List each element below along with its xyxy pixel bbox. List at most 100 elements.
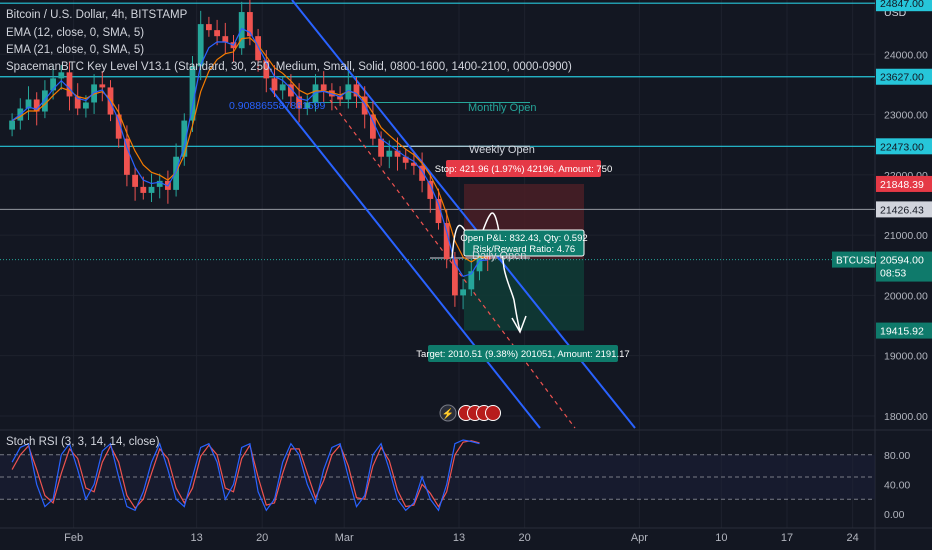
ema-lines: [11, 27, 488, 278]
open-line-label: Monthly Open: [468, 102, 536, 114]
candle: [181, 120, 188, 157]
candle: [435, 198, 442, 224]
candle: [394, 150, 401, 157]
candle: [74, 96, 81, 109]
candle: [132, 174, 138, 187]
lightning-glyph: ⚡: [442, 407, 454, 420]
price-tick: 23000.00: [884, 110, 928, 122]
time-tick: 13: [453, 532, 465, 544]
stoch-rsi-legend[interactable]: Stoch RSI (3, 3, 14, 14, close): [6, 436, 160, 448]
candle: [66, 72, 73, 97]
candle: [288, 84, 294, 97]
price-tick: 19000.00: [884, 351, 928, 363]
candle: [33, 99, 40, 112]
target-price-tag: [876, 322, 932, 339]
rsi-tick: 0.00: [884, 509, 905, 521]
candle: [222, 36, 229, 43]
candle: [214, 30, 220, 37]
candle: [271, 78, 278, 91]
time-tick: Feb: [64, 532, 83, 544]
key-level-tag-text: 24847.00: [880, 0, 924, 10]
time-tick: Mar: [335, 532, 354, 544]
candle: [320, 84, 327, 91]
chart-labels: Stop: 421.96 (1.97%) 42196, Amount: 750 O…: [229, 100, 630, 422]
candle: [296, 96, 302, 109]
candle: [402, 156, 409, 163]
candle: [279, 84, 286, 91]
last-price-tag: [876, 251, 932, 282]
target-zone: [464, 259, 584, 331]
indicator-legend[interactable]: SpacemanBTC Key Level V13.1 (Standard, 3…: [6, 61, 572, 73]
candle: [148, 186, 155, 193]
candle: [312, 84, 319, 103]
candle: [247, 12, 253, 37]
open-line-label: Daily Open: [472, 250, 526, 262]
last-price-text: 20594.00: [880, 255, 924, 267]
time-axis[interactable]: Feb 13 20 Mar 13 20 Apr 10 17 24: [64, 532, 859, 544]
price-tick: 21000.00: [884, 230, 928, 242]
position-info-line1: Open P&L: 832.43, Qty: 0.592: [460, 233, 587, 244]
stoch-rsi-pane: [0, 439, 875, 512]
stop-price-tag-text: 21848.39: [880, 179, 924, 191]
ema12-line: [11, 27, 488, 278]
candle: [460, 289, 466, 296]
symbol-legend[interactable]: Bitcoin / U.S. Dollar, 4h, BITSTAMP: [6, 9, 188, 21]
stop-label-text: Stop: 421.96 (1.97%) 42196, Amount: 750: [435, 164, 612, 175]
time-tick: 13: [190, 532, 202, 544]
candle: [9, 120, 15, 130]
candle: [115, 114, 122, 139]
target-label-box: [428, 345, 618, 362]
reference-price-tag-text: 21426.43: [880, 204, 924, 216]
key-level-tag: [876, 138, 932, 155]
candle: [140, 186, 147, 193]
rsi-k-line: [11, 439, 480, 512]
candle: [206, 24, 212, 31]
rsi-tick: 40.00: [884, 479, 910, 491]
candle: [411, 162, 417, 166]
ema21-legend[interactable]: EMA (21, close, 0, SMA, 5): [6, 44, 145, 56]
time-tick: 10: [715, 532, 727, 544]
candle: [476, 247, 483, 272]
time-tick: 24: [846, 532, 858, 544]
time-tick: 20: [256, 532, 268, 544]
position-info-line2: Risk/Reward Ratio: 4.76: [473, 244, 575, 255]
open-line-label: Weekly Open: [469, 144, 535, 156]
rsi-tick: 80.00: [884, 450, 910, 462]
lightning-icon: [439, 404, 457, 422]
candle: [124, 138, 130, 175]
time-tick: 20: [518, 532, 530, 544]
candle: [361, 96, 368, 115]
candle: [263, 60, 270, 79]
symbol-tag-text: BTCUSD: [836, 256, 877, 267]
ema12-legend[interactable]: EMA (12, close, 0, SMA, 5): [6, 27, 145, 39]
candle: [107, 87, 114, 115]
candle: [255, 36, 261, 61]
key-level-tag: [876, 0, 932, 12]
candle: [99, 84, 106, 88]
target-label-text: Target: 2010.51 (9.38%) 201051, Amount: …: [416, 349, 629, 360]
key-level-tag-text: 23627.00: [880, 72, 924, 84]
candle: [156, 180, 163, 187]
position-info-box: [463, 229, 585, 257]
candle: [427, 180, 434, 199]
price-tick: 18000.00: [884, 411, 928, 423]
candle: [238, 12, 245, 49]
candle: [337, 96, 343, 100]
price-axis[interactable]: USD24000.0023000.0022000.0021000.0020000…: [832, 0, 932, 521]
candle: [386, 150, 393, 157]
time-tick: 17: [781, 532, 793, 544]
symbol-tag: [832, 251, 875, 268]
candle: [83, 102, 89, 109]
time-tick: Apr: [631, 532, 648, 544]
candle: [50, 78, 56, 91]
candle: [197, 24, 204, 67]
candle: [419, 165, 425, 181]
reference-price-tag: [876, 201, 932, 218]
forecast-arrowhead: [511, 315, 527, 334]
price-tick: 20000.00: [884, 290, 928, 302]
candle: [370, 114, 376, 139]
candle: [452, 259, 458, 296]
key-level-tag: [876, 68, 932, 85]
candle: [304, 102, 311, 109]
